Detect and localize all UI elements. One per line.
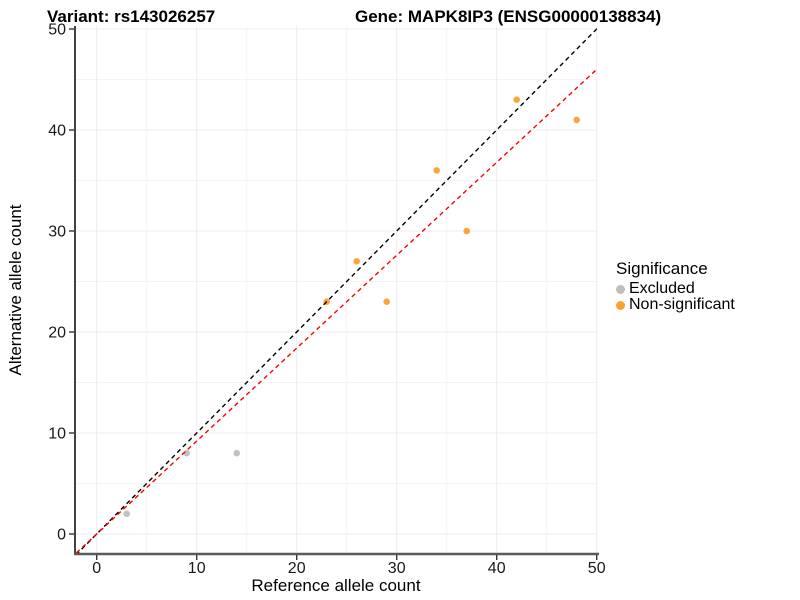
x-tick-label-20: 20 [288, 560, 306, 577]
significance-legend: Significance Excluded Non-significant [616, 258, 735, 313]
y-tick-label-0: 0 [57, 527, 66, 544]
legend-item-excluded: Excluded [616, 281, 735, 297]
x-tick-label-30: 30 [388, 560, 406, 577]
data-point-non-significant[interactable] [433, 167, 441, 174]
y-tick-label-20: 20 [48, 325, 66, 342]
data-point-non-significant[interactable] [353, 258, 361, 265]
variant-title: Variant: rs143026257 [47, 7, 216, 26]
identity-line [75, 27, 597, 554]
data-point-non-significant[interactable] [383, 298, 391, 306]
excluded-dot-icon [616, 284, 625, 294]
legend-item-label: Excluded [629, 280, 695, 297]
data-point-non-significant[interactable] [463, 227, 471, 235]
y-tick-label-10: 10 [48, 426, 66, 443]
expected-ratio-line [75, 68, 597, 554]
data-point-excluded[interactable] [123, 510, 130, 518]
y-axis-title: Alternative allele count [6, 204, 25, 375]
non-significant-dot-icon [616, 300, 625, 310]
gene-title: Gene: MAPK8IP3 (ENSG00000138834) [355, 7, 662, 26]
legend-item-label: Non-significant [629, 296, 735, 313]
y-tick-label-50: 50 [48, 22, 66, 39]
legend-title: Significance [616, 259, 708, 278]
y-tick-label-40: 40 [48, 123, 66, 140]
legend-item-nonsignificant: Non-significant [616, 297, 735, 313]
data-point-excluded[interactable] [233, 449, 240, 457]
x-tick-label-40: 40 [488, 560, 506, 577]
ref-lines-layer [75, 27, 597, 554]
x-axis-title: Reference allele count [251, 576, 420, 595]
x-tick-label-50: 50 [588, 560, 606, 577]
x-tick-label-10: 10 [188, 560, 206, 577]
data-point-non-significant[interactable] [513, 96, 520, 103]
points-layer [123, 96, 580, 518]
data-point-non-significant[interactable] [573, 116, 580, 124]
y-tick-label-30: 30 [48, 224, 66, 241]
data-point-excluded[interactable] [183, 449, 190, 457]
x-tick-label-0: 0 [92, 560, 101, 577]
